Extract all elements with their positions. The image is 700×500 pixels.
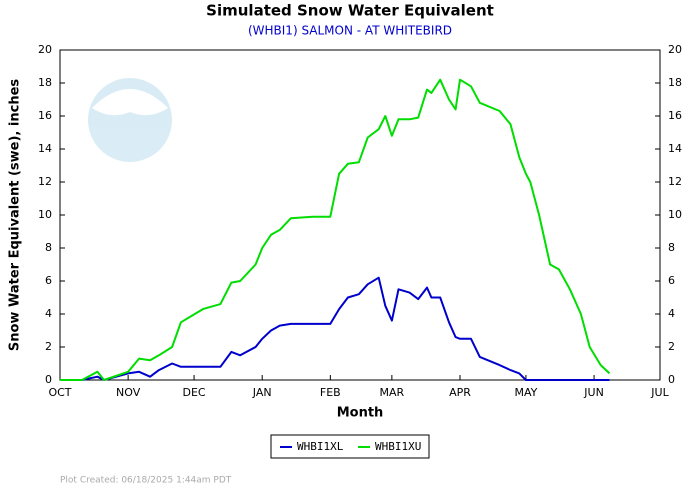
- y2-tick-label: 4: [668, 307, 675, 320]
- y-tick-label: 18: [38, 76, 52, 89]
- y2-tick-label: 20: [668, 43, 682, 56]
- chart-subtitle: (WHBI1) SALMON - AT WHITEBIRD: [248, 24, 452, 38]
- x-tick-label: NOV: [116, 386, 141, 399]
- y-tick-label: 16: [38, 109, 52, 122]
- y-tick-label: 2: [45, 340, 52, 353]
- series-line: [60, 276, 610, 381]
- logo: [88, 78, 172, 162]
- series-line: [60, 78, 611, 381]
- y-tick-label: 4: [45, 307, 52, 320]
- x-tick-label: JAN: [252, 386, 272, 399]
- y-tick-label: 10: [38, 208, 52, 221]
- y-tick-label: 0: [45, 373, 52, 386]
- y2-tick-label: 0: [668, 373, 675, 386]
- y-tick-label: 8: [45, 241, 52, 254]
- x-tick-label: OCT: [48, 386, 71, 399]
- legend-label: WHBI1XU: [375, 440, 421, 453]
- x-tick-label: JUL: [650, 386, 669, 399]
- footer: Plot Created: 06/18/2025 1:44am PDT: [60, 476, 232, 486]
- x-axis-title: Month: [337, 406, 384, 421]
- x-tick-label: DEC: [183, 386, 206, 399]
- y2-tick-label: 12: [668, 175, 682, 188]
- legend-label: WHBI1XL: [297, 440, 344, 453]
- chart-title: Simulated Snow Water Equivalent: [206, 2, 494, 20]
- y2-tick-label: 10: [668, 208, 682, 221]
- x-tick-label: MAR: [380, 386, 405, 399]
- y-tick-label: 14: [38, 142, 52, 155]
- x-tick-label: JUN: [583, 386, 604, 399]
- y-tick-label: 6: [45, 274, 52, 287]
- y-tick-label: 20: [38, 43, 52, 56]
- y2-tick-label: 8: [668, 241, 675, 254]
- y-axis-title: Snow Water Equivalent (swe), inches: [8, 79, 23, 352]
- y2-tick-label: 18: [668, 76, 682, 89]
- x-tick-label: APR: [449, 386, 471, 399]
- x-tick-label: MAY: [514, 386, 537, 399]
- y2-tick-label: 16: [668, 109, 682, 122]
- y2-tick-label: 14: [668, 142, 682, 155]
- legend-box: [270, 434, 430, 459]
- y2-tick-label: 2: [668, 340, 675, 353]
- y-tick-label: 12: [38, 175, 52, 188]
- x-tick-label: FEB: [320, 386, 341, 399]
- y2-tick-label: 6: [668, 274, 675, 287]
- legend: WHBI1XL WHBI1XU: [270, 434, 430, 459]
